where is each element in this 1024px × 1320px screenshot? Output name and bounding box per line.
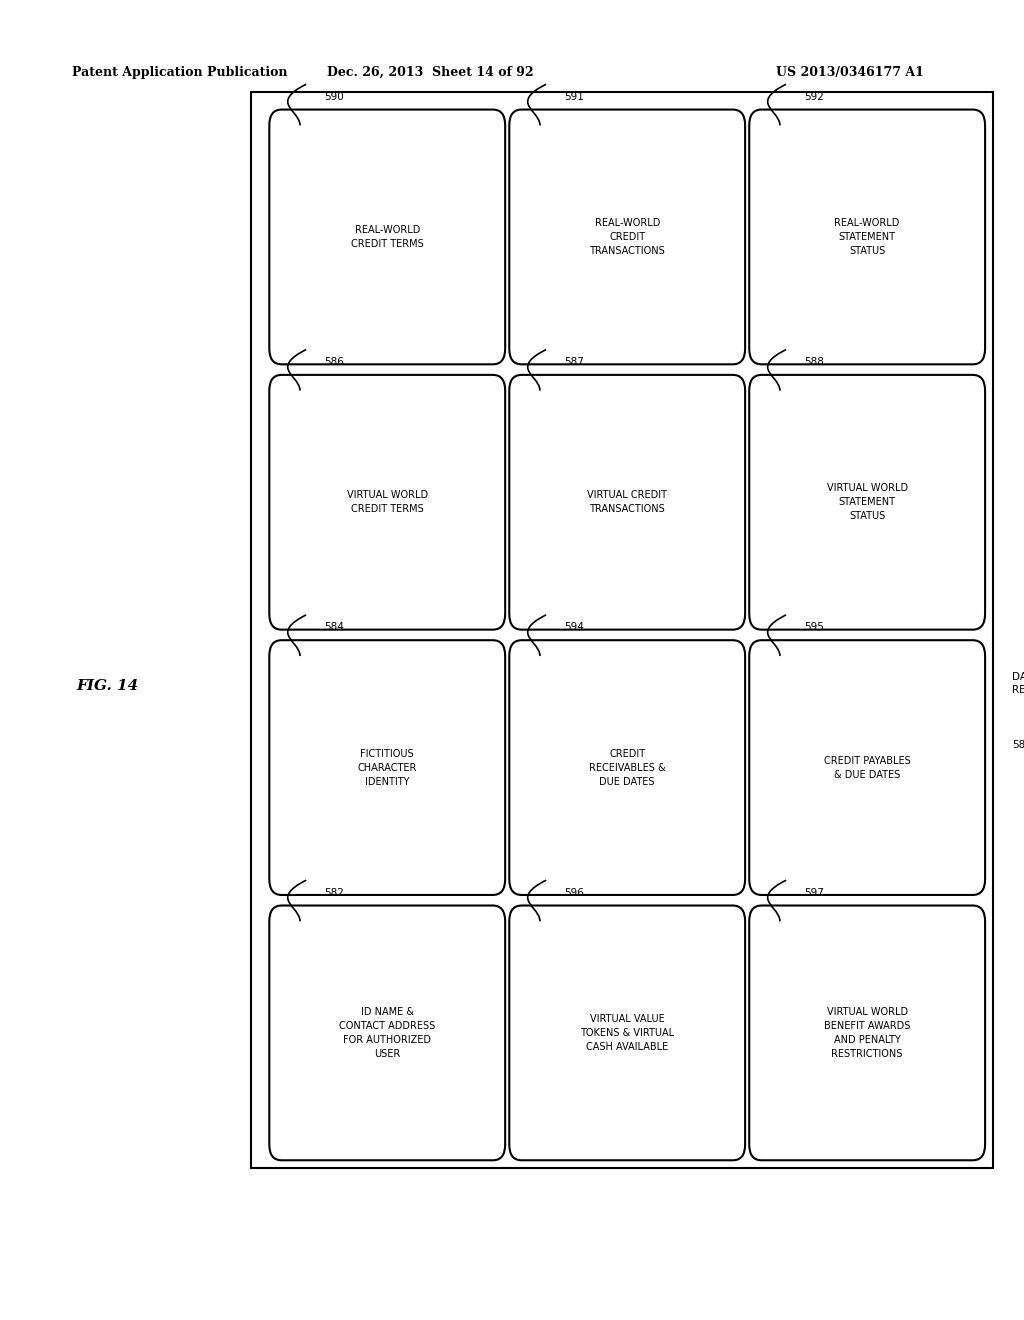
Text: VIRTUAL WORLD
BENEFIT AWARDS
AND PENALTY
RESTRICTIONS: VIRTUAL WORLD BENEFIT AWARDS AND PENALTY…	[824, 1007, 910, 1059]
Text: 586: 586	[325, 356, 344, 367]
FancyBboxPatch shape	[269, 906, 505, 1160]
Text: 591: 591	[564, 91, 585, 102]
Text: VIRTUAL WORLD
STATEMENT
STATUS: VIRTUAL WORLD STATEMENT STATUS	[826, 483, 907, 521]
FancyBboxPatch shape	[509, 906, 745, 1160]
FancyBboxPatch shape	[509, 110, 745, 364]
Text: Patent Application Publication: Patent Application Publication	[72, 66, 287, 79]
Text: REAL-WORLD
CREDIT
TRANSACTIONS: REAL-WORLD CREDIT TRANSACTIONS	[590, 218, 665, 256]
FancyBboxPatch shape	[750, 375, 985, 630]
Text: CREDIT
RECEIVABLES &
DUE DATES: CREDIT RECEIVABLES & DUE DATES	[589, 748, 666, 787]
FancyBboxPatch shape	[269, 110, 505, 364]
Text: 597: 597	[805, 887, 824, 898]
Text: 582: 582	[325, 887, 344, 898]
Text: 584: 584	[325, 622, 344, 632]
Text: US 2013/0346177 A1: US 2013/0346177 A1	[776, 66, 924, 79]
Text: 592: 592	[805, 91, 824, 102]
FancyBboxPatch shape	[750, 906, 985, 1160]
Text: REAL-WORLD
CREDIT TERMS: REAL-WORLD CREDIT TERMS	[351, 224, 424, 249]
Text: VIRTUAL VALUE
TOKENS & VIRTUAL
CASH AVAILABLE: VIRTUAL VALUE TOKENS & VIRTUAL CASH AVAI…	[581, 1014, 674, 1052]
FancyBboxPatch shape	[750, 110, 985, 364]
Text: REAL-WORLD
STATEMENT
STATUS: REAL-WORLD STATEMENT STATUS	[835, 218, 900, 256]
Text: 588: 588	[805, 356, 824, 367]
Text: 594: 594	[564, 622, 585, 632]
FancyBboxPatch shape	[251, 92, 993, 1168]
Text: Dec. 26, 2013  Sheet 14 of 92: Dec. 26, 2013 Sheet 14 of 92	[327, 66, 534, 79]
Text: 590: 590	[325, 91, 344, 102]
Text: 587: 587	[564, 356, 585, 367]
Text: FIG. 14: FIG. 14	[77, 680, 138, 693]
Text: CREDIT PAYABLES
& DUE DATES: CREDIT PAYABLES & DUE DATES	[823, 755, 910, 780]
Text: ID NAME &
CONTACT ADDRESS
FOR AUTHORIZED
USER: ID NAME & CONTACT ADDRESS FOR AUTHORIZED…	[339, 1007, 435, 1059]
FancyBboxPatch shape	[269, 640, 505, 895]
FancyBboxPatch shape	[509, 640, 745, 895]
Text: VIRTUAL WORLD
CREDIT TERMS: VIRTUAL WORLD CREDIT TERMS	[347, 490, 428, 515]
FancyBboxPatch shape	[269, 375, 505, 630]
Text: 596: 596	[564, 887, 585, 898]
Text: 595: 595	[805, 622, 824, 632]
Text: FICTITIOUS
CHARACTER
IDENTITY: FICTITIOUS CHARACTER IDENTITY	[357, 748, 417, 787]
Text: 580: 580	[1012, 741, 1024, 750]
FancyBboxPatch shape	[750, 640, 985, 895]
Text: VIRTUAL CREDIT
TRANSACTIONS: VIRTUAL CREDIT TRANSACTIONS	[587, 490, 668, 515]
Text: DATABASE
RECORDS: DATABASE RECORDS	[1012, 672, 1024, 694]
FancyBboxPatch shape	[509, 375, 745, 630]
